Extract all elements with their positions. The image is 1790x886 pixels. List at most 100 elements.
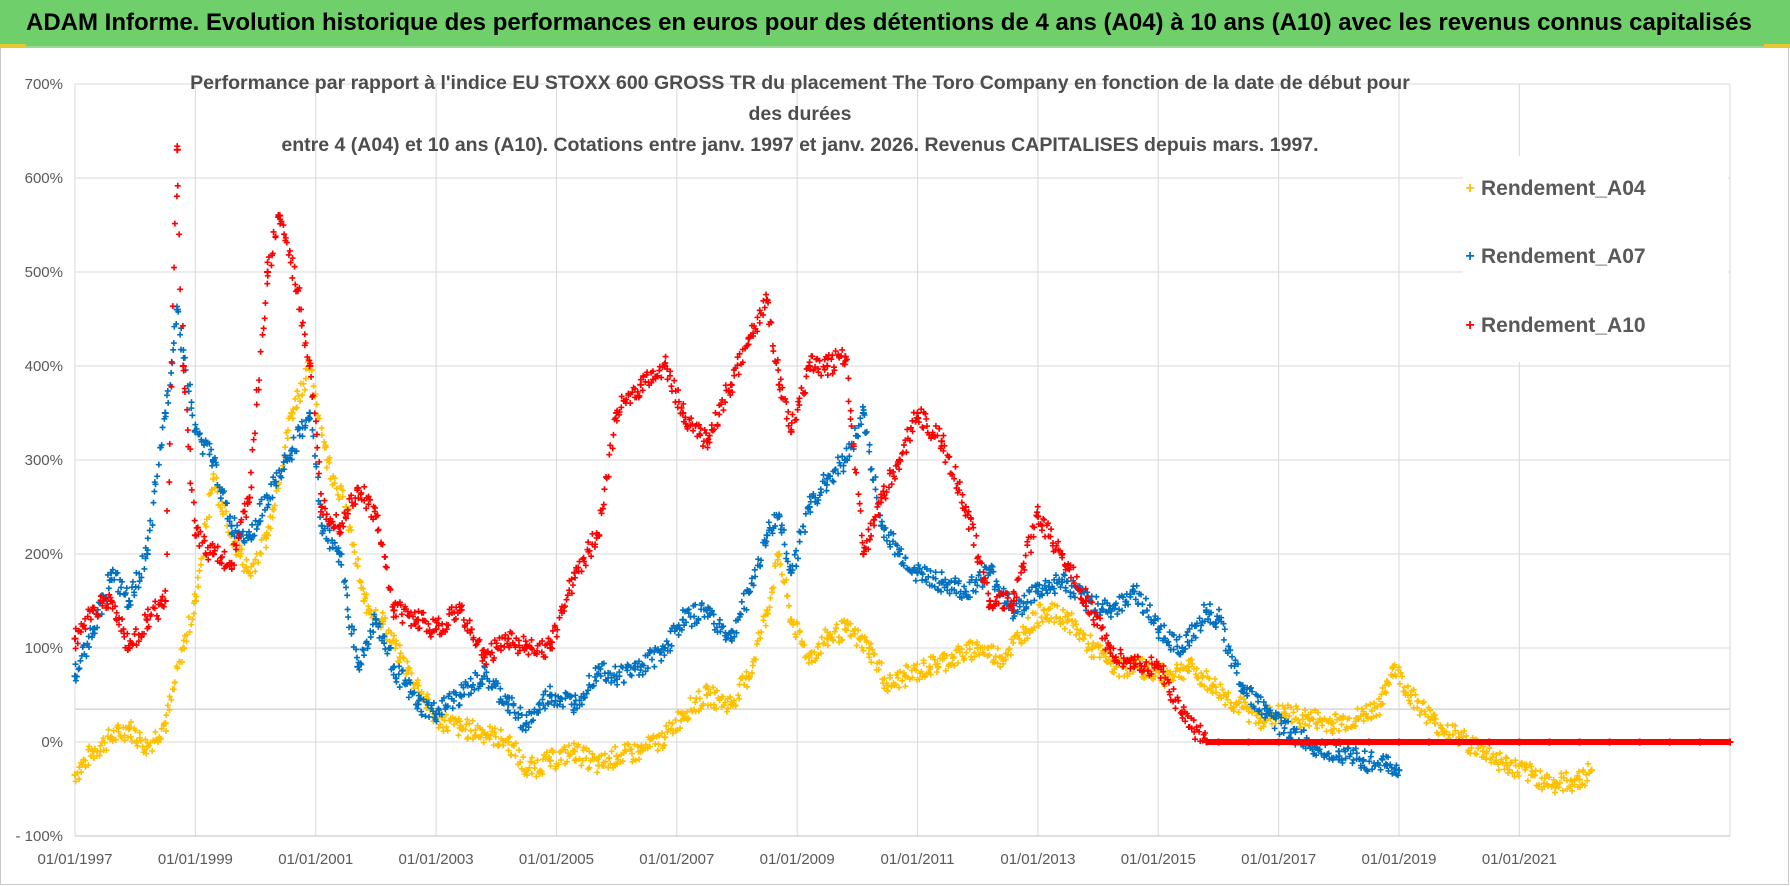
data-point-cloud [927,666,934,673]
data-point-cloud [1041,516,1048,523]
data-point-cloud [96,752,103,759]
data-point-cloud [399,667,406,674]
data-point-cloud [414,677,421,684]
data-point-cloud [997,663,1004,670]
data-point-cloud [528,636,535,643]
data-point-cloud [784,593,791,600]
data-point-cloud [141,746,148,753]
data-point-cloud [823,487,830,494]
data-point-cloud [1328,720,1335,727]
data-point-cloud [462,726,469,733]
data-point-cloud [334,491,341,498]
data-point-cloud [164,507,171,514]
data-point-cloud [1081,632,1088,639]
data-point-cloud [714,421,721,428]
data-point-cloud [1007,651,1014,658]
data-point-cloud [635,748,642,755]
data-point-cloud [1186,668,1193,675]
data-point-cloud [396,663,403,670]
data-point-cloud [1297,723,1304,730]
legend-item-a04: + Rendement_A04 [1463,174,1645,204]
data-point-cloud [256,377,263,384]
data-point-cloud [219,554,226,561]
data-point-cloud [1449,731,1456,738]
data-point-cloud [238,546,245,553]
data-point-cloud [486,735,493,742]
data-point-cloud [866,448,873,455]
data-point-cloud [180,637,187,644]
data-point-cloud [1020,623,1027,630]
data-point-cloud [78,769,85,776]
data-point-cloud [101,739,108,746]
x-tick-label: 01/01/2017 [1241,851,1316,868]
data-point-cloud [82,757,89,764]
data-point-cloud [112,736,119,743]
data-point-cloud [727,694,734,701]
data-point-cloud [213,474,220,481]
data-point-cloud [1031,624,1038,631]
data-point-cloud [1037,601,1044,608]
data-point-cloud [259,331,266,338]
data-point-cloud [382,553,389,560]
data-point-cloud [1556,779,1563,786]
data-point-cloud [1363,702,1370,709]
data-point-cloud [76,776,83,783]
y-tick-label: 500% [25,264,63,281]
data-point-cloud [508,751,515,758]
data-point-cloud [97,742,104,749]
data-point-cloud [270,506,277,513]
data-point-cloud [705,686,712,693]
data-point [661,733,669,741]
data-point-cloud [317,490,324,497]
data-point-cloud [1567,783,1574,790]
data-point-cloud [177,331,184,338]
data-point-cloud [396,684,403,691]
data-point-cloud [943,652,950,659]
data-point-cloud [829,352,836,359]
data-point-cloud [738,598,745,605]
data-point-cloud [1073,621,1080,628]
data-point-cloud [808,659,815,666]
data-point-cloud [735,371,742,378]
data-point-cloud [85,633,92,640]
data-point-cloud [855,627,862,634]
data-point-cloud [830,637,837,644]
data-point-cloud [1060,606,1067,613]
data-point-cloud [75,666,82,673]
data-point-cloud [553,633,560,640]
chart-title: Performance par rapport à l'indice EU ST… [180,68,1420,161]
data-point-cloud [994,645,1001,652]
data-point-cloud [1024,614,1031,621]
data-point-cloud [961,655,968,662]
data-point-cloud [234,522,241,529]
data-point-cloud [1536,781,1543,788]
data-point-cloud [545,754,552,761]
data-point-cloud [958,646,965,653]
data-point-cloud [609,764,616,771]
data-point-cloud [250,436,257,443]
data-point-cloud [1431,712,1438,719]
data-point-cloud [785,602,792,609]
data-point-cloud [363,609,370,616]
data-point-cloud [968,656,975,663]
data-point-cloud [186,628,193,635]
data-point-cloud [851,466,858,473]
data-point-cloud [1326,715,1333,722]
x-tick-label: 01/01/1999 [158,851,233,868]
data-point [390,606,398,614]
data-point-cloud [405,694,412,701]
data-point-cloud [203,523,210,530]
data-point-cloud [636,756,643,763]
data-point-cloud [583,755,590,762]
data-point-cloud [868,465,875,472]
data-point-cloud [1203,668,1210,675]
data-point-cloud [282,444,289,451]
data-point-cloud [1043,611,1050,618]
data-point-cloud [491,725,498,732]
data-point-cloud [966,646,973,653]
data-point-cloud [1229,653,1235,660]
data-point-cloud [1368,749,1375,756]
data-point-cloud [1498,756,1505,763]
data-point-cloud [802,528,809,535]
data-point-cloud [77,657,84,664]
